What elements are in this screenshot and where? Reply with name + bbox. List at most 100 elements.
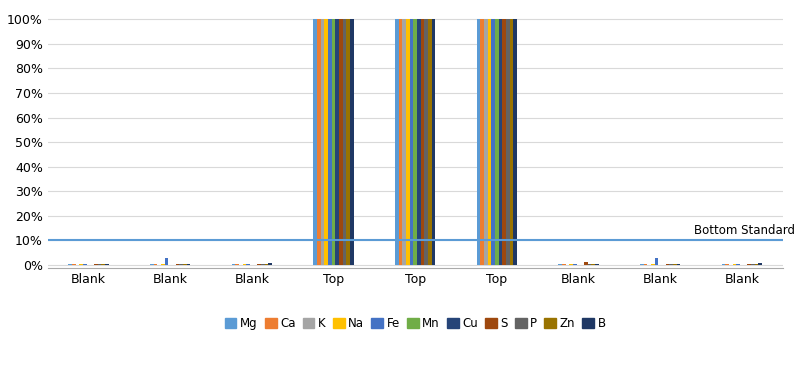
Bar xyxy=(736,264,740,265)
Bar xyxy=(321,19,324,265)
Bar xyxy=(733,264,736,265)
Bar xyxy=(414,19,417,265)
Bar xyxy=(246,264,250,265)
Bar xyxy=(480,19,484,265)
Bar xyxy=(398,19,402,265)
Bar xyxy=(335,19,339,265)
Bar xyxy=(68,264,72,265)
Bar xyxy=(647,264,651,265)
Bar xyxy=(498,19,502,265)
Bar xyxy=(428,19,432,265)
Bar xyxy=(421,19,424,265)
Bar xyxy=(86,264,90,265)
Bar xyxy=(254,264,258,265)
Bar xyxy=(580,264,584,265)
Bar xyxy=(573,264,577,265)
Bar xyxy=(747,264,751,265)
Bar xyxy=(662,264,666,265)
Bar xyxy=(424,19,428,265)
Bar xyxy=(584,262,588,265)
Bar xyxy=(79,264,83,265)
Bar xyxy=(740,264,744,265)
Bar xyxy=(76,264,79,265)
Bar xyxy=(577,264,580,265)
Bar xyxy=(242,264,246,265)
Bar xyxy=(484,19,488,265)
Bar xyxy=(154,264,158,265)
Bar xyxy=(644,264,647,265)
Bar xyxy=(402,19,406,265)
Bar xyxy=(562,264,566,265)
Bar xyxy=(491,19,495,265)
Bar xyxy=(744,264,747,265)
Bar xyxy=(595,264,598,265)
Bar xyxy=(161,264,165,265)
Bar xyxy=(502,19,506,265)
Bar xyxy=(673,264,677,265)
Bar xyxy=(268,263,272,265)
Bar xyxy=(350,19,354,265)
Bar xyxy=(417,19,421,265)
Bar xyxy=(332,19,335,265)
Bar xyxy=(677,264,681,265)
Bar xyxy=(666,264,670,265)
Bar xyxy=(102,264,105,265)
Bar xyxy=(670,264,673,265)
Bar xyxy=(183,264,186,265)
Bar xyxy=(339,19,342,265)
Bar xyxy=(176,264,179,265)
Bar xyxy=(235,264,239,265)
Bar xyxy=(258,264,261,265)
Text: Bottom Standard: Bottom Standard xyxy=(694,224,795,237)
Bar xyxy=(98,264,102,265)
Bar xyxy=(261,264,265,265)
Bar xyxy=(172,264,176,265)
Bar xyxy=(410,19,414,265)
Bar xyxy=(250,264,254,265)
Bar xyxy=(406,19,410,265)
Bar xyxy=(591,264,595,265)
Bar xyxy=(651,264,654,265)
Bar xyxy=(510,19,514,265)
Bar xyxy=(495,19,498,265)
Bar xyxy=(150,264,154,265)
Bar xyxy=(158,264,161,265)
Bar xyxy=(514,19,517,265)
Bar xyxy=(317,19,321,265)
Bar xyxy=(90,264,94,265)
Bar xyxy=(328,19,332,265)
Bar xyxy=(179,264,183,265)
Bar xyxy=(558,264,562,265)
Bar xyxy=(654,258,658,265)
Bar xyxy=(758,263,762,265)
Bar xyxy=(314,19,317,265)
Bar xyxy=(506,19,510,265)
Bar xyxy=(488,19,491,265)
Bar xyxy=(168,264,172,265)
Bar xyxy=(324,19,328,265)
Bar xyxy=(722,264,726,265)
Bar xyxy=(658,264,662,265)
Bar xyxy=(186,264,190,265)
Bar xyxy=(640,264,644,265)
Bar xyxy=(105,264,109,265)
Bar xyxy=(265,264,268,265)
Bar xyxy=(566,264,570,265)
Bar xyxy=(342,19,346,265)
Bar xyxy=(395,19,398,265)
Legend: Mg, Ca, K, Na, Fe, Mn, Cu, S, P, Zn, B: Mg, Ca, K, Na, Fe, Mn, Cu, S, P, Zn, B xyxy=(220,313,610,335)
Bar xyxy=(729,264,733,265)
Bar xyxy=(751,264,754,265)
Bar xyxy=(94,264,98,265)
Bar xyxy=(432,19,435,265)
Bar xyxy=(588,264,591,265)
Bar xyxy=(346,19,350,265)
Bar xyxy=(232,264,235,265)
Bar xyxy=(165,258,168,265)
Bar xyxy=(239,264,242,265)
Bar xyxy=(570,264,573,265)
Bar xyxy=(477,19,480,265)
Bar xyxy=(83,264,86,265)
Bar xyxy=(726,264,729,265)
Bar xyxy=(754,264,758,265)
